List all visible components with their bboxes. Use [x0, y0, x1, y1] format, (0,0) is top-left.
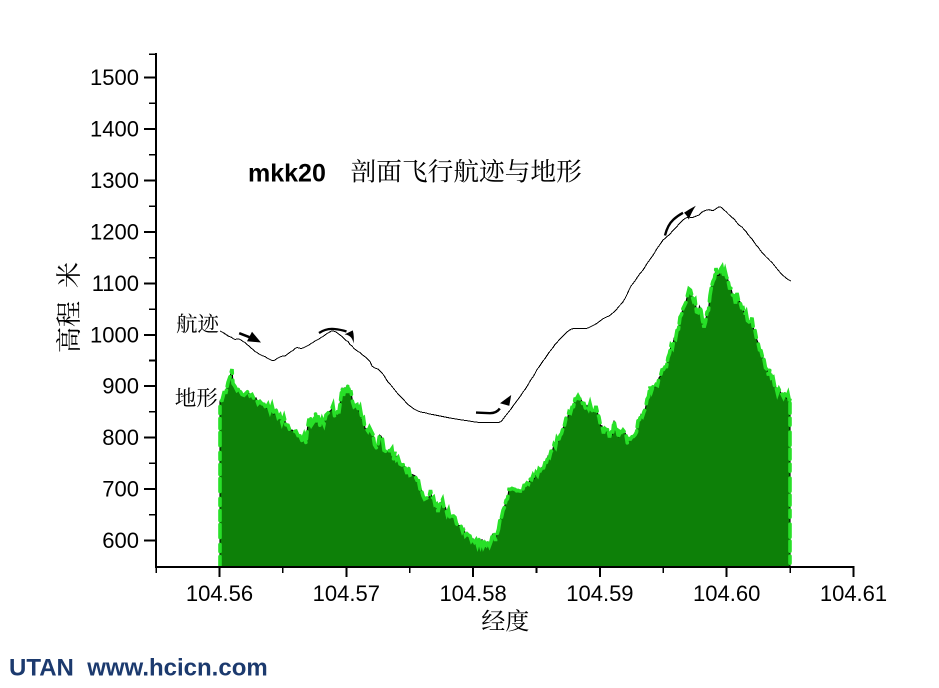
svg-text:1000: 1000: [90, 322, 139, 347]
svg-text:104.56: 104.56: [186, 581, 253, 606]
svg-text:800: 800: [102, 425, 139, 450]
svg-text:104.60: 104.60: [693, 581, 760, 606]
svg-text:600: 600: [102, 528, 139, 553]
svg-text:mkk20: mkk20: [248, 160, 326, 188]
svg-text:104.61: 104.61: [820, 581, 887, 606]
svg-text:104.58: 104.58: [439, 581, 506, 606]
svg-text:1200: 1200: [90, 220, 139, 245]
svg-text:UTAN www.hcicn.com: UTAN www.hcicn.com: [9, 655, 268, 682]
svg-text:1300: 1300: [90, 168, 139, 193]
svg-text:900: 900: [102, 374, 139, 399]
svg-text:700: 700: [102, 477, 139, 502]
svg-text:104.57: 104.57: [313, 581, 380, 606]
svg-text:1100: 1100: [92, 271, 139, 296]
svg-text:1500: 1500: [90, 65, 139, 90]
svg-text:104.59: 104.59: [566, 581, 633, 606]
svg-text:1400: 1400: [90, 117, 139, 142]
